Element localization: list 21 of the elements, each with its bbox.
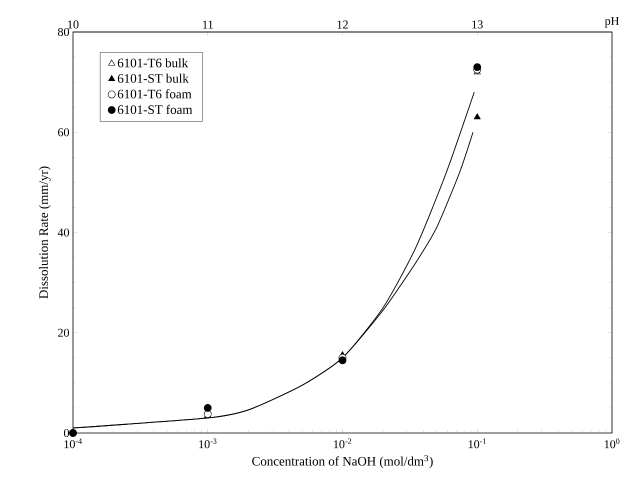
x-tick-label: 10$^{-3}$: [199, 438, 216, 448]
legend-label: 6101-ST foam: [118, 104, 192, 114]
legend-label: 6101-ST bulk: [118, 74, 189, 83]
legend-label: 6101-T6 foam: [118, 89, 192, 98]
x2-tick-label: 11: [203, 20, 213, 28]
x2-tick-label: 13: [472, 20, 483, 28]
x2-tick-label: 12: [338, 20, 348, 28]
y-tick-label: 40: [58, 228, 70, 237]
x-tick-label: 10$^{-1}$: [468, 438, 486, 448]
y-axis-title: Dissolution Rate (mm/yr): [38, 166, 51, 299]
legend-label: 6101-T6 bulk: [118, 58, 188, 68]
x2-axis-title: pH: [604, 17, 619, 28]
y-tick-label: 20: [58, 328, 70, 337]
y-tick-label: 60: [58, 128, 70, 136]
y-tick-label: 80: [58, 28, 70, 36]
x-tick-label: 10$^{-2}$: [334, 438, 352, 448]
y-tick-label: 0: [64, 428, 70, 438]
x-axis-title: Concentration of NaOH (mol/dm$^{3}$): [252, 455, 433, 468]
x2-tick-label: 10: [68, 20, 79, 28]
x-tick-label: 10$^{0}$: [604, 438, 620, 448]
x-tick-label: 10$^{-4}$: [64, 438, 82, 448]
